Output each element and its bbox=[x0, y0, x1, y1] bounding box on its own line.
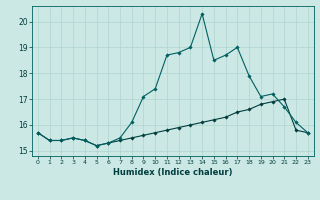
X-axis label: Humidex (Indice chaleur): Humidex (Indice chaleur) bbox=[113, 168, 233, 177]
